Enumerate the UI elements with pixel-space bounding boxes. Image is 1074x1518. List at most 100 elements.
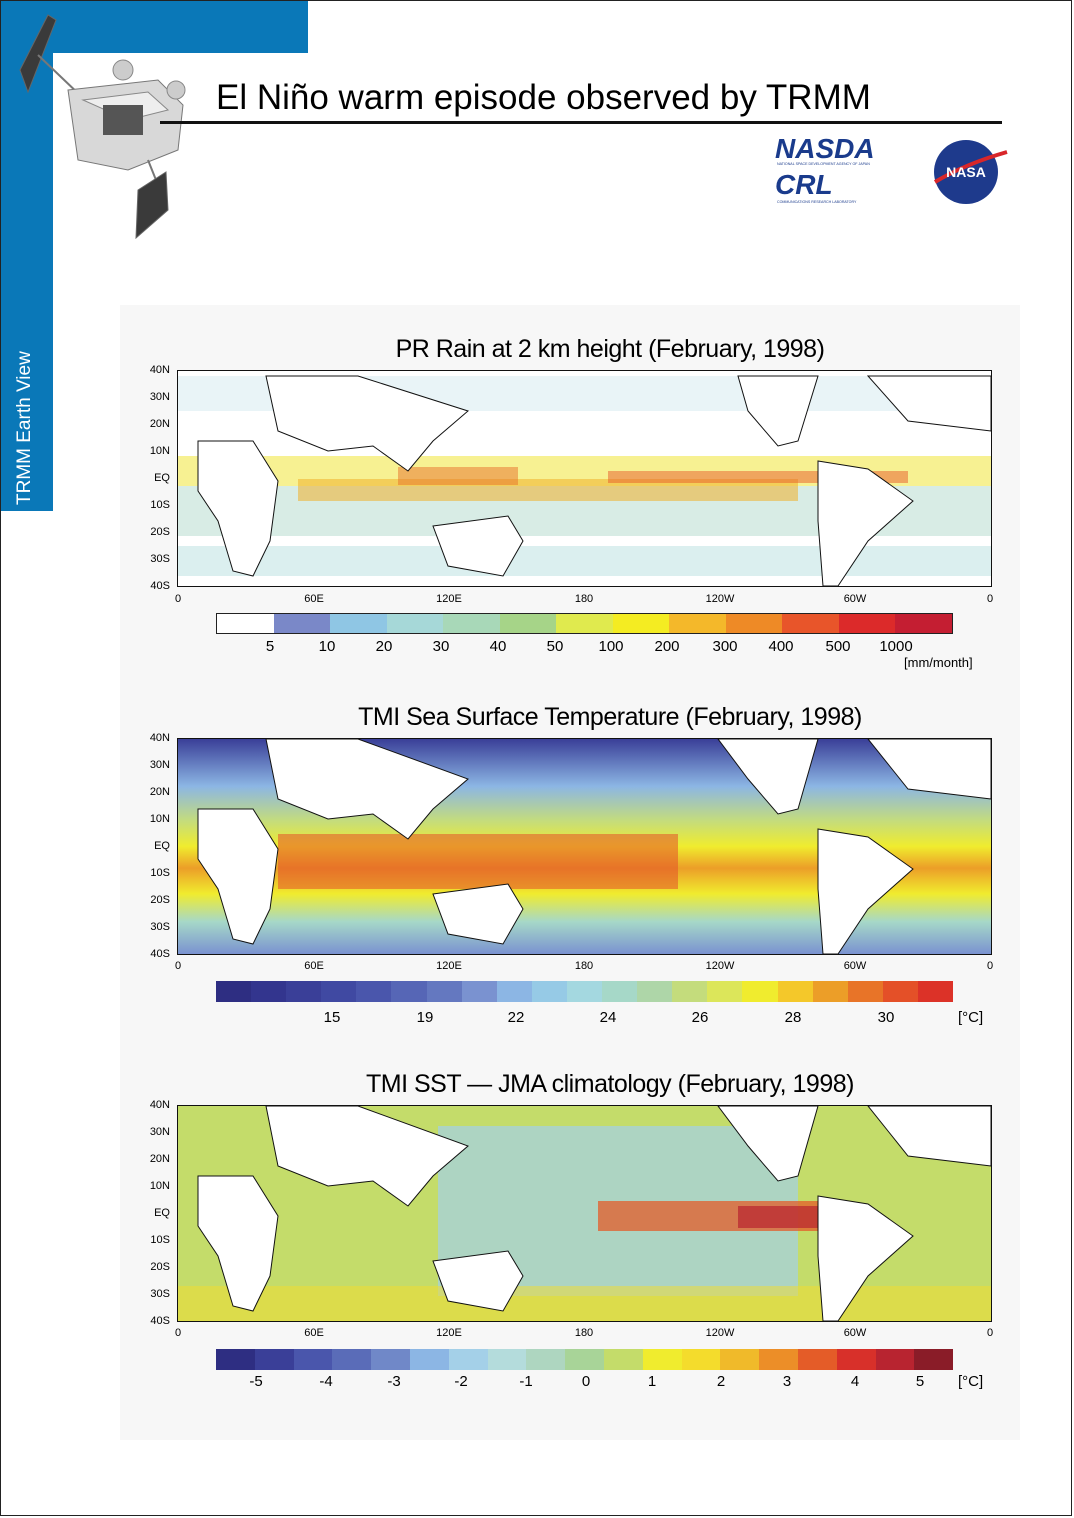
lon-label: 0	[986, 1327, 994, 1339]
colorbar-segment	[216, 1349, 255, 1370]
nasda-logo-text: NASDA	[775, 134, 875, 164]
sst-anomaly-map-image	[178, 1106, 991, 1321]
colorbar-segment	[386, 614, 444, 633]
colorbar-segment	[914, 1349, 954, 1370]
lat-label: 40N	[149, 732, 170, 744]
lon-label: 0	[986, 960, 994, 972]
lat-label: 10N	[149, 1180, 170, 1192]
lat-label: 20S	[150, 1261, 170, 1273]
lat-label: 40S	[150, 580, 170, 592]
lat-label: 30N	[149, 391, 170, 403]
colorbar-unit: [°C]	[958, 1009, 984, 1026]
colorbar-segment	[565, 1349, 604, 1370]
rain-map	[177, 370, 992, 587]
colorbar-segment	[371, 1349, 410, 1370]
colorbar-segment	[720, 1349, 760, 1370]
colorbar-segment	[777, 981, 813, 1002]
lat-label: EQ	[154, 1207, 170, 1219]
colorbar-segment	[443, 614, 500, 633]
colorbar-segment	[217, 614, 274, 633]
colorbar-segment	[707, 981, 743, 1002]
satellite-illustration	[19, 14, 186, 240]
lat-label: 10S	[150, 1234, 170, 1246]
colorbar-tick: 20	[375, 638, 393, 655]
rain-panel: PR Rain at 2 km height (February, 1998) …	[120, 330, 1020, 675]
lat-label: 40N	[149, 364, 170, 376]
nasa-logo: NASA	[933, 140, 1008, 204]
colorbar-segment	[603, 1349, 643, 1370]
colorbar-segment	[672, 981, 708, 1002]
colorbar-tick: 10	[318, 638, 336, 655]
colorbar-segment	[332, 1349, 372, 1370]
crl-logo-text: CRL	[775, 169, 833, 200]
colorbar-tick: 200	[654, 638, 680, 655]
colorbar-segment	[391, 981, 427, 1002]
colorbar-segment	[782, 614, 839, 633]
colorbar-segment	[496, 981, 532, 1002]
colorbar-segment	[566, 981, 603, 1002]
lat-label: 10N	[149, 813, 170, 825]
colorbar-tick: 1	[647, 1373, 657, 1390]
colorbar-segment	[797, 1349, 837, 1370]
colorbar-segment	[293, 1349, 333, 1370]
colorbar-segment	[847, 981, 883, 1002]
colorbar-segment	[759, 1349, 798, 1370]
colorbar-tick: 0	[581, 1373, 591, 1390]
crl-logo: CRL COMMUNICATIONS RESEARCH LABORATORY	[775, 169, 857, 204]
colorbar-segment	[812, 981, 848, 1002]
sst-map	[177, 738, 992, 955]
lon-label: 120E	[436, 593, 462, 605]
lon-label: 120E	[436, 1327, 462, 1339]
colorbar-segment	[882, 981, 918, 1002]
lon-label: 120W	[705, 960, 735, 972]
colorbar-tick: 30	[877, 1009, 895, 1026]
colorbar-tick: 1000	[879, 638, 913, 655]
colorbar-tick: 24	[599, 1009, 617, 1026]
lon-label: 0	[174, 960, 182, 972]
colorbar-segment	[742, 981, 778, 1002]
colorbar-tick: 50	[546, 638, 564, 655]
sst-map-image	[178, 739, 991, 954]
colorbar-segment	[602, 981, 638, 1002]
colorbar-tick: 19	[416, 1009, 434, 1026]
lon-label: 60E	[304, 960, 324, 972]
colorbar-segment	[448, 1349, 488, 1370]
lon-label: 60E	[304, 593, 324, 605]
lon-label: 120E	[436, 960, 462, 972]
sst-anomaly-panel-title: TMI SST — JMA climatology (February, 199…	[366, 1070, 854, 1098]
colorbar-segment	[321, 981, 357, 1002]
lat-label: 40S	[150, 948, 170, 960]
lon-label: 120W	[705, 593, 735, 605]
lat-label: 30N	[149, 759, 170, 771]
colorbar-tick: 300	[712, 638, 738, 655]
lat-label: 20N	[149, 1153, 170, 1165]
colorbar-segment	[273, 614, 331, 633]
lat-label: EQ	[154, 472, 170, 484]
sst-colorbar	[216, 981, 953, 1002]
lon-label: 180	[574, 1327, 594, 1339]
colorbar-segment	[254, 1349, 294, 1370]
lon-label: 60W	[843, 960, 867, 972]
lat-label: 10S	[150, 867, 170, 879]
colorbar-tick: 28	[784, 1009, 802, 1026]
colorbar-tick: 400	[768, 638, 794, 655]
sst-panel-title: TMI Sea Surface Temperature (February, 1…	[358, 703, 862, 731]
lat-label: 40S	[150, 1315, 170, 1327]
nasa-logo-text: NASA	[946, 164, 986, 180]
colorbar-tick: -2	[454, 1373, 468, 1390]
colorbar-segment	[556, 614, 613, 633]
colorbar-tick: 4	[850, 1373, 860, 1390]
colorbar-segment	[612, 614, 670, 633]
lon-label: 0	[174, 593, 182, 605]
sst-anomaly-panel: TMI SST — JMA climatology (February, 199…	[120, 1067, 1020, 1407]
colorbar-tick: 3	[782, 1373, 792, 1390]
lat-label: 20S	[150, 894, 170, 906]
colorbar-segment	[875, 1349, 915, 1370]
lat-label: 10S	[150, 499, 170, 511]
colorbar-segment	[499, 614, 557, 633]
lon-label: 60W	[843, 1327, 867, 1339]
colorbar-segment	[637, 981, 673, 1002]
colorbar-unit: [°C]	[958, 1373, 984, 1390]
lat-label: 30S	[150, 1288, 170, 1300]
